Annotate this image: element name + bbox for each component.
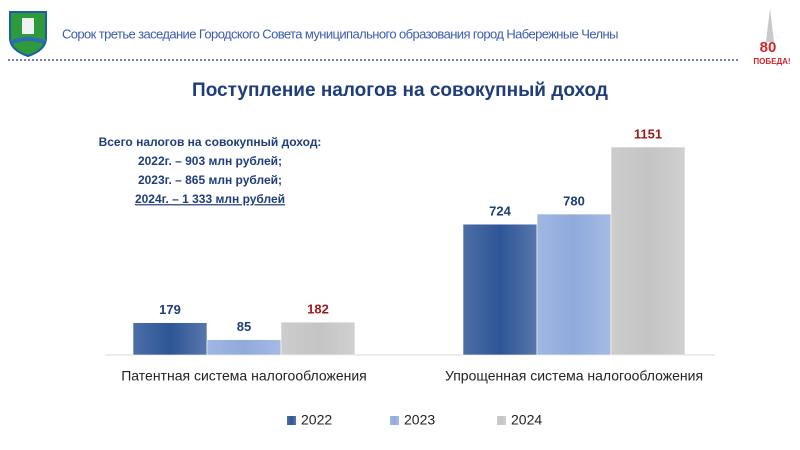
bar [280,321,356,356]
legend-label: 2024 [511,412,542,428]
bar [462,223,538,356]
bar [536,213,612,356]
annotation-line: 2023г. – 865 млн рублей; [138,173,282,187]
value-label: 182 [307,302,329,317]
legend-swatch [390,416,399,425]
annotation-line: 2022г. – 903 млн рублей; [138,154,282,168]
legend-swatch [287,416,296,425]
legend-swatch [497,416,506,425]
legend-label: 2022 [301,412,332,428]
annotation-line: Всего налогов на совокупный доход: [99,135,322,149]
value-label: 780 [563,193,585,208]
badge-text: ПОБЕДА! [753,57,790,66]
category-label: Патентная система налогообложения [121,368,367,384]
value-label: 179 [159,302,181,317]
category-label: Упрощенная система налогообложения [445,368,703,384]
header-text: Сорок третье заседание Городского Совета… [62,26,618,41]
bar [610,146,686,356]
city-logo [9,11,47,58]
bar [206,339,282,356]
value-label: 85 [237,319,251,334]
bar [132,322,208,356]
chart-title: Поступление налогов на совокупный доход [192,80,608,101]
victory-badge: 80 ПОБЕДА! [753,8,791,66]
legend-label: 2023 [404,412,435,428]
value-label: 1151 [634,126,662,141]
value-label: 724 [489,204,511,219]
badge-number: 80 [760,39,777,56]
annotation-line: 2024г. – 1 333 млн рублей [135,192,285,206]
